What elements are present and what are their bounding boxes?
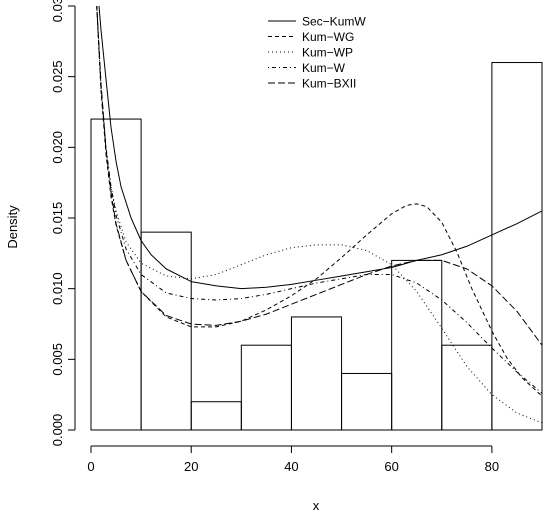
density-curve-4 (96, 6, 543, 394)
density-curve-1 (98, 6, 543, 290)
histogram-bar-6 (341, 372, 393, 431)
histogram-bar-1 (90, 118, 142, 431)
y-tick-label: 0.005 (50, 343, 65, 376)
legend-label: Kum−W (302, 61, 346, 75)
y-axis: 0.000 0.005 0.010 0.015 0.020 0.025 0.030 (50, 0, 76, 447)
x-tick-label: 40 (284, 459, 298, 474)
density-curve-3 (96, 6, 543, 424)
y-axis-label: Density (5, 205, 20, 249)
x-tick-label: 80 (485, 459, 499, 474)
y-tick-label: 0.010 (50, 272, 65, 305)
histogram-bar-5 (290, 316, 343, 431)
x-axis-label: x (313, 498, 320, 513)
histogram-bar-8 (441, 344, 493, 431)
legend-label: Kum−BXII (302, 77, 356, 91)
histogram-bar-2 (140, 231, 192, 431)
x-tick-label: 0 (87, 459, 94, 474)
histogram-bar-9 (491, 62, 543, 431)
histogram-bar-3 (190, 401, 242, 431)
y-tick-label: 0.015 (50, 202, 65, 235)
y-tick-label: 0.030 (50, 0, 65, 22)
density-curve-5 (96, 6, 543, 346)
legend-label: Kum−WG (302, 30, 354, 44)
histogram-bars (90, 62, 543, 431)
legend-label: Sec−KumW (302, 15, 366, 29)
histogram-bar-4 (240, 344, 292, 431)
y-tick-label: 0.020 (50, 131, 65, 164)
legend-label: Kum−WP (302, 46, 353, 60)
density-curves (96, 6, 543, 424)
y-tick-label: 0.000 (50, 414, 65, 447)
x-tick-label: 20 (184, 459, 198, 474)
histogram-bar-7 (391, 259, 443, 431)
y-tick-label: 0.025 (50, 60, 65, 93)
x-tick-label: 60 (384, 459, 398, 474)
x-axis: 0 20 40 60 80 (87, 445, 499, 474)
